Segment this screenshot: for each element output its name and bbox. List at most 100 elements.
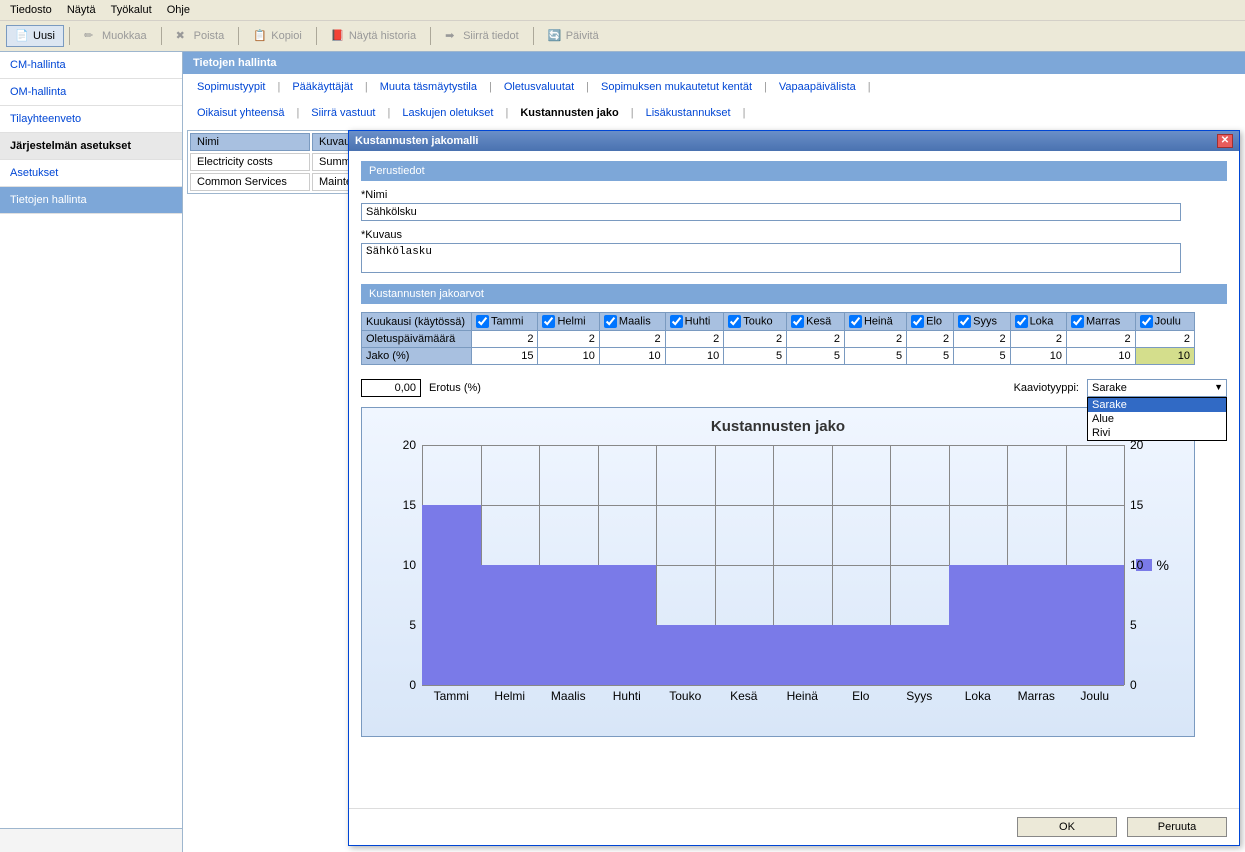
toolbar: 📄Uusi ✏Muokkaa ✖Poista 📋Kopioi 📕Näytä histor… <box>0 21 1245 52</box>
y-axis-label: 0 <box>409 678 416 692</box>
jako-cell[interactable]: 5 <box>954 348 1010 365</box>
menu-tools[interactable]: Työkalut <box>105 2 158 18</box>
ok-button[interactable]: OK <box>1017 817 1117 837</box>
bar-maalis <box>539 565 598 685</box>
month-header-maalis[interactable]: Maalis <box>599 313 665 331</box>
month-header-heinä[interactable]: Heinä <box>844 313 906 331</box>
oletuspvm-cell[interactable]: 2 <box>1010 331 1066 348</box>
tab-sopimustyypit[interactable]: Sopimustyypit <box>193 79 269 95</box>
month-checkbox[interactable] <box>1071 315 1084 328</box>
month-header-huhti[interactable]: Huhti <box>665 313 724 331</box>
jako-cell[interactable]: 5 <box>787 348 845 365</box>
kuvaus-input[interactable] <box>361 243 1181 273</box>
month-checkbox[interactable] <box>958 315 971 328</box>
month-checkbox[interactable] <box>791 315 804 328</box>
toolbar-kopioi[interactable]: 📋Kopioi <box>244 25 311 47</box>
month-checkbox[interactable] <box>1140 315 1153 328</box>
month-header-loka[interactable]: Loka <box>1010 313 1066 331</box>
jako-cell[interactable]: 5 <box>844 348 906 365</box>
jako-cell[interactable]: 10 <box>1135 348 1194 365</box>
nimi-input[interactable] <box>361 203 1181 221</box>
oletuspvm-cell[interactable]: 2 <box>724 331 787 348</box>
cancel-button[interactable]: Peruuta <box>1127 817 1227 837</box>
section-perustiedot: Perustiedot <box>361 161 1227 181</box>
bar-touko <box>656 625 715 685</box>
tab-muutatsmytystila[interactable]: Muuta täsmäytystila <box>376 79 481 95</box>
month-header-elo[interactable]: Elo <box>907 313 954 331</box>
option-sarake[interactable]: Sarake <box>1088 398 1226 412</box>
jako-cell[interactable]: 10 <box>665 348 724 365</box>
sidebar-item-cmhallinta[interactable]: CM-hallinta <box>0 52 182 79</box>
oletuspvm-cell[interactable]: 2 <box>538 331 599 348</box>
toolbar-muokkaa[interactable]: ✏Muokkaa <box>75 25 156 47</box>
oletuspvm-cell[interactable]: 2 <box>472 331 538 348</box>
oletuspvm-cell[interactable]: 2 <box>1135 331 1194 348</box>
erotus-value: 0,00 <box>361 379 421 397</box>
bar-elo <box>832 625 891 685</box>
month-header-touko[interactable]: Touko <box>724 313 787 331</box>
month-checkbox[interactable] <box>728 315 741 328</box>
jako-cell[interactable]: 10 <box>1010 348 1066 365</box>
tab-sopimuksenmukautetutkentt[interactable]: Sopimuksen mukautetut kentät <box>597 79 756 95</box>
oletuspvm-cell[interactable]: 2 <box>954 331 1010 348</box>
tab-pkyttjt[interactable]: Pääkäyttäjät <box>288 79 357 95</box>
kaaviotyyppi-select[interactable]: Sarake Sarake Alue Rivi <box>1087 379 1227 397</box>
toolbar-pivit[interactable]: 🔄Päivitä <box>539 25 608 47</box>
option-rivi[interactable]: Rivi <box>1088 426 1226 440</box>
tab-vapaapivlista[interactable]: Vapaapäivälista <box>775 79 860 95</box>
month-checkbox[interactable] <box>604 315 617 328</box>
month-header-joulu[interactable]: Joulu <box>1135 313 1194 331</box>
menu-help[interactable]: Ohje <box>161 2 196 18</box>
jako-cell[interactable]: 5 <box>724 348 787 365</box>
jako-cell[interactable]: 10 <box>599 348 665 365</box>
close-icon[interactable]: ✕ <box>1217 134 1233 148</box>
oletuspvm-cell[interactable]: 2 <box>665 331 724 348</box>
month-checkbox[interactable] <box>911 315 924 328</box>
table-row[interactable]: Common Services Mainte <box>190 173 363 191</box>
month-checkbox[interactable] <box>670 315 683 328</box>
month-checkbox[interactable] <box>849 315 862 328</box>
month-header-tammi[interactable]: Tammi <box>472 313 538 331</box>
x-axis-label: Tammi <box>434 689 469 703</box>
tab-siirrvastuut[interactable]: Siirrä vastuut <box>307 105 379 121</box>
jako-cell[interactable]: 5 <box>907 348 954 365</box>
tab-kustannustenjako[interactable]: Kustannusten jako <box>516 105 622 121</box>
month-header-kesä[interactable]: Kesä <box>787 313 845 331</box>
oletuspvm-cell[interactable]: 2 <box>1066 331 1135 348</box>
sidebar-item-tilayhteenveto[interactable]: Tilayhteenveto <box>0 106 182 133</box>
month-header-helmi[interactable]: Helmi <box>538 313 599 331</box>
bar-kesä <box>715 625 774 685</box>
toolbar-uusi[interactable]: 📄Uusi <box>6 25 64 47</box>
oletuspvm-cell[interactable]: 2 <box>844 331 906 348</box>
tab-laskujenoletukset[interactable]: Laskujen oletukset <box>398 105 497 121</box>
tab-oikaisutyhteens[interactable]: Oikaisut yhteensä <box>193 105 288 121</box>
month-header-marras[interactable]: Marras <box>1066 313 1135 331</box>
x-axis-label: Kesä <box>730 689 757 703</box>
option-alue[interactable]: Alue <box>1088 412 1226 426</box>
jako-cell[interactable]: 10 <box>1066 348 1135 365</box>
month-header-syys[interactable]: Syys <box>954 313 1010 331</box>
oletuspvm-cell[interactable]: 2 <box>787 331 845 348</box>
toolbar-poista[interactable]: ✖Poista <box>167 25 234 47</box>
menu-view[interactable]: Näytä <box>61 2 102 18</box>
oletuspvm-cell[interactable]: 2 <box>907 331 954 348</box>
kaaviotyyppi-dropdown: Sarake Alue Rivi <box>1087 397 1227 441</box>
table-row[interactable]: Electricity costs Summ <box>190 153 363 171</box>
month-checkbox[interactable] <box>1015 315 1028 328</box>
grid-header-nimi[interactable]: Nimi <box>190 133 310 151</box>
menu-file[interactable]: Tiedosto <box>4 2 58 18</box>
tab-oletusvaluutat[interactable]: Oletusvaluutat <box>500 79 578 95</box>
sidebar-item-omhallinta[interactable]: OM-hallinta <box>0 79 182 106</box>
toolbar-nythistoria[interactable]: 📕Näytä historia <box>322 25 425 47</box>
jako-table: Kuukausi (käytössä)TammiHelmiMaalisHuhti… <box>361 312 1195 365</box>
month-checkbox[interactable] <box>542 315 555 328</box>
toolbar-siirrtiedot[interactable]: ➡Siirrä tiedot <box>436 25 528 47</box>
tab-liskustannukset[interactable]: Lisäkustannukset <box>642 105 735 121</box>
jako-cell[interactable]: 10 <box>538 348 599 365</box>
jako-cell[interactable]: 15 <box>472 348 538 365</box>
month-checkbox[interactable] <box>476 315 489 328</box>
sidebar-item-tietojenhallinta[interactable]: Tietojen hallinta <box>0 187 182 214</box>
x-axis-label: Helmi <box>494 689 525 703</box>
sidebar-item-asetukset[interactable]: Asetukset <box>0 160 182 187</box>
oletuspvm-cell[interactable]: 2 <box>599 331 665 348</box>
